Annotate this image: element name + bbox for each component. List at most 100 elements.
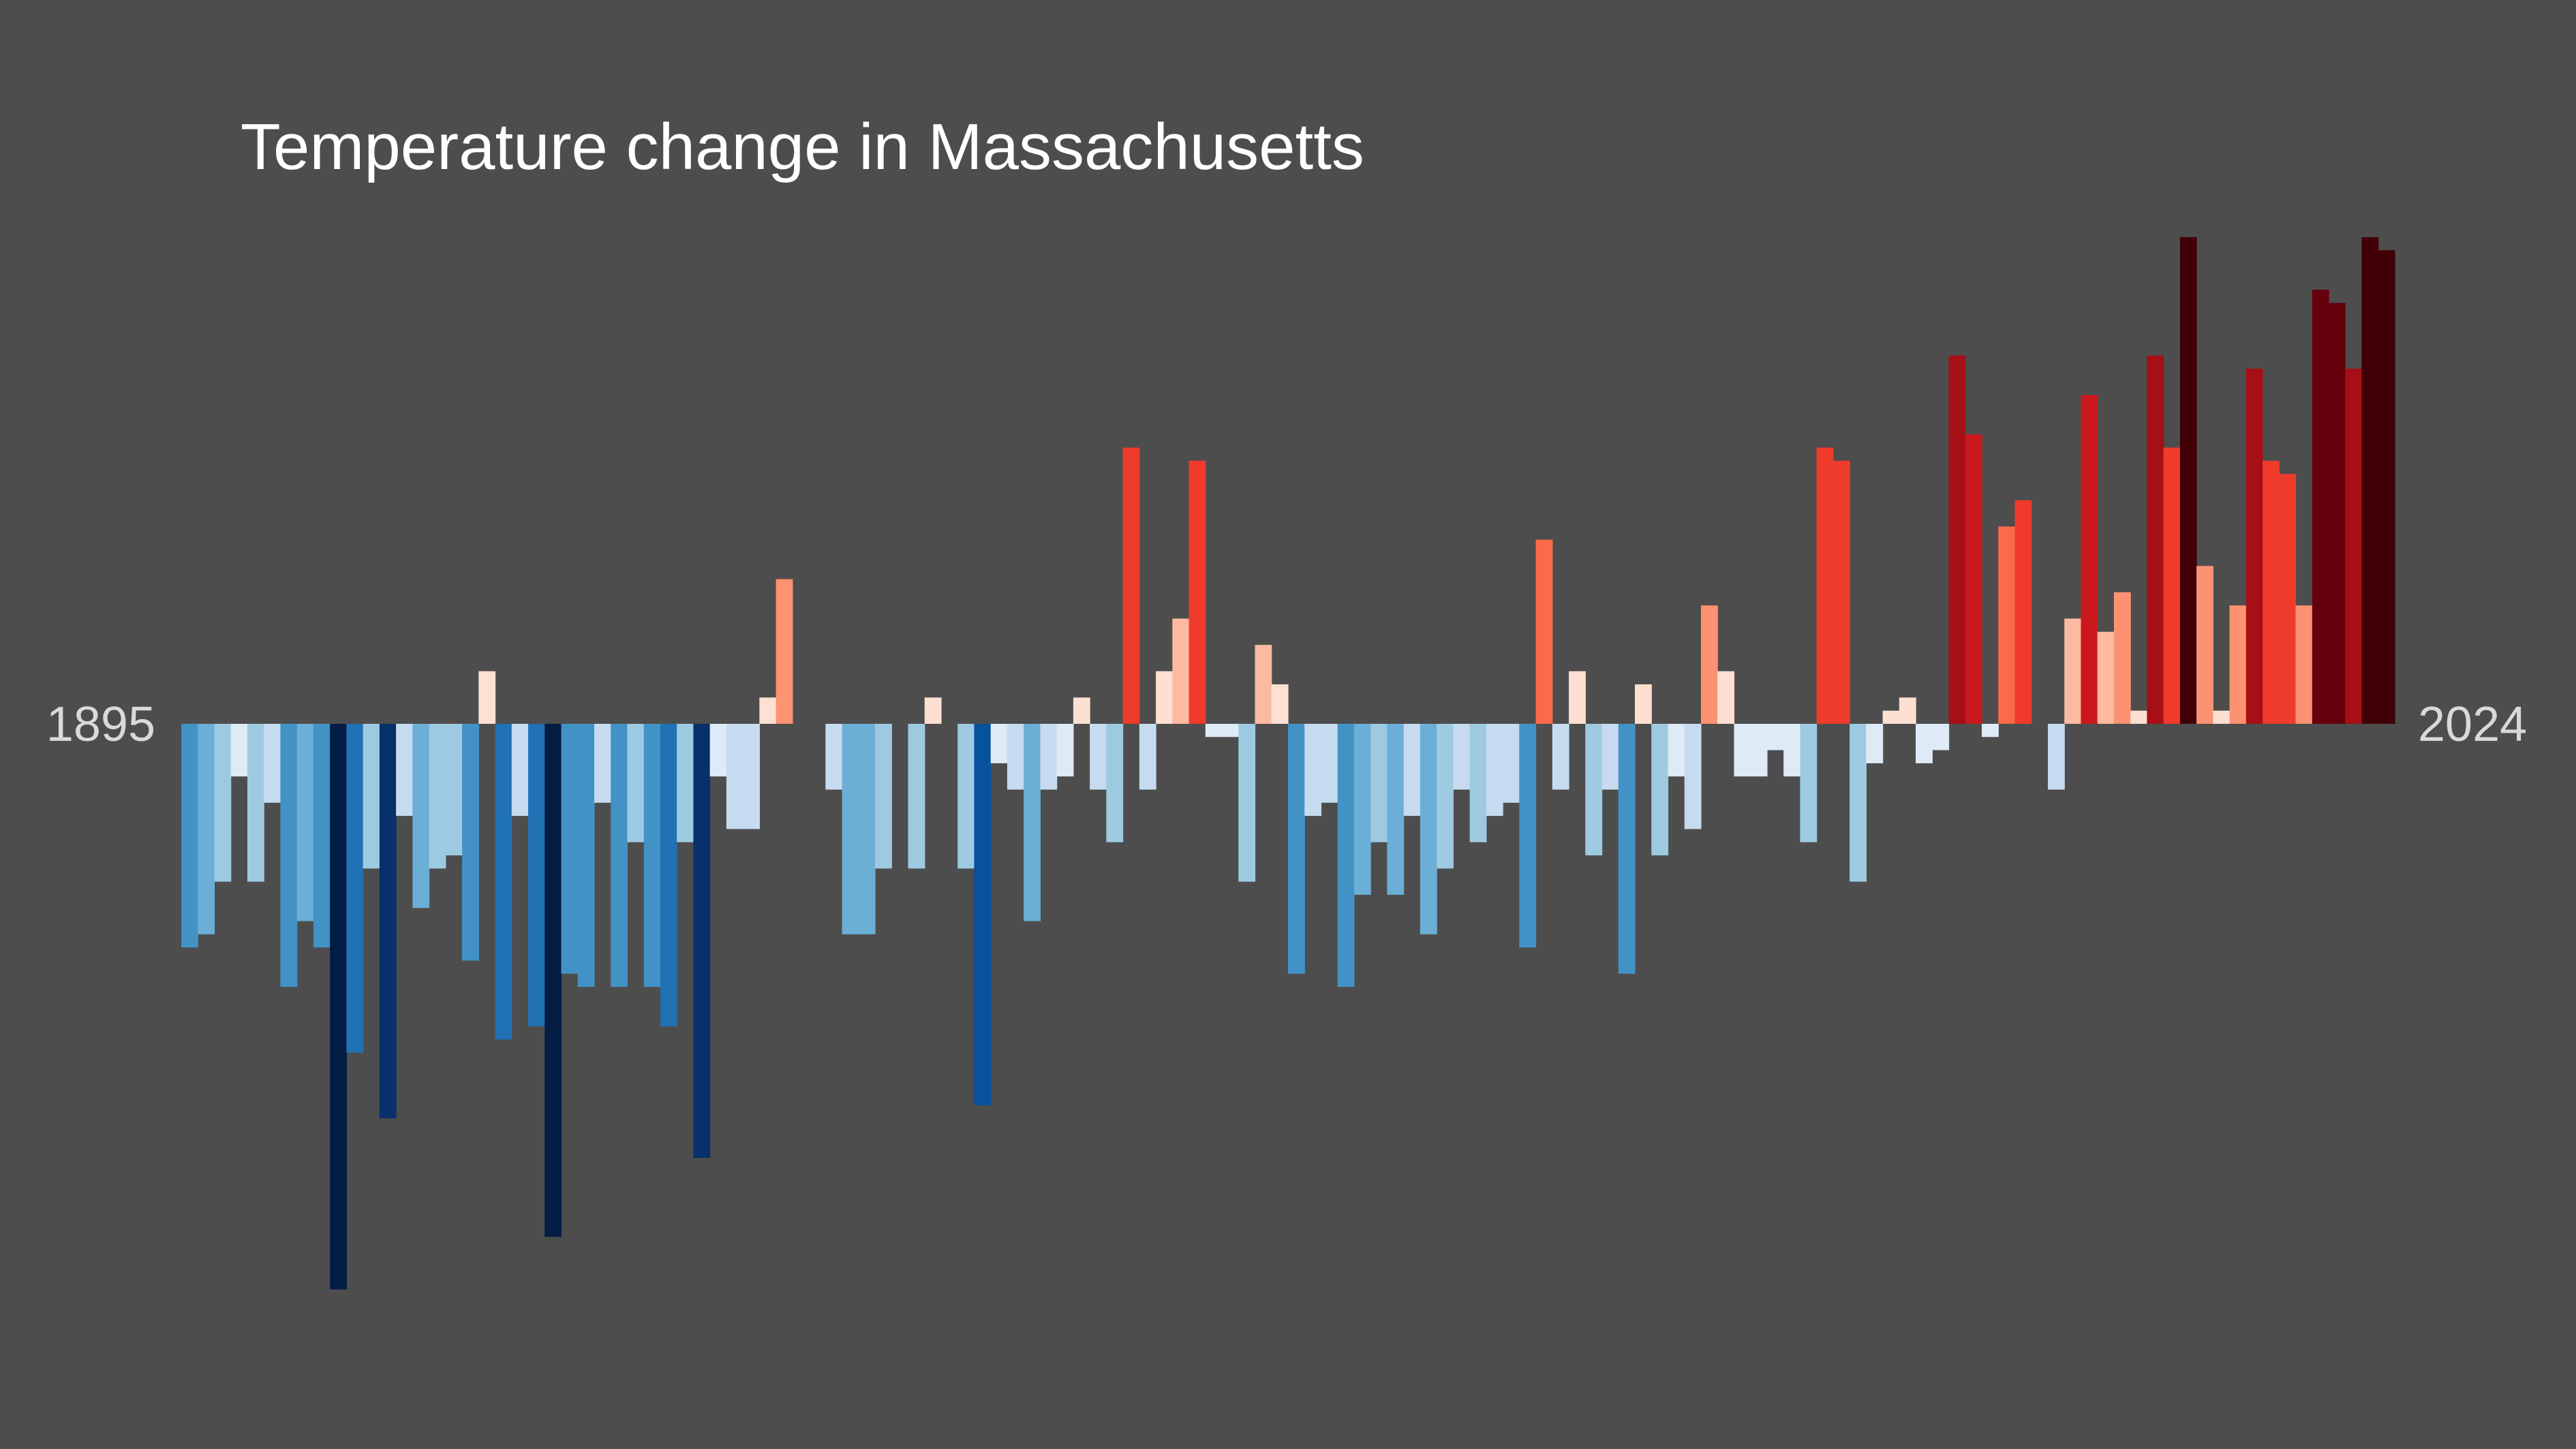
bar-1949 — [1073, 697, 1090, 724]
bar-1986 — [1684, 724, 1702, 829]
bar-1958 — [1222, 724, 1239, 737]
bar-1987 — [1700, 605, 1718, 724]
bar-1902 — [296, 724, 314, 921]
bar-1907 — [379, 724, 397, 1118]
bar-1904 — [330, 724, 347, 1290]
bar-1992 — [1783, 724, 1800, 777]
bar-1974 — [1486, 724, 1503, 817]
bar-1908 — [396, 724, 413, 817]
bar-1982 — [1618, 724, 1636, 974]
bar-1930 — [759, 697, 777, 724]
start-year-label: 1895 — [46, 697, 155, 752]
bar-2008 — [2047, 724, 2065, 790]
bar-1995 — [1833, 461, 1850, 724]
bar-1951 — [1106, 724, 1124, 842]
bar-1910 — [429, 724, 446, 869]
bar-1945 — [1007, 724, 1024, 790]
bar-1981 — [1601, 724, 1619, 790]
bar-2019 — [2229, 605, 2247, 724]
bar-2009 — [2064, 618, 2082, 724]
bar-1900 — [264, 724, 281, 803]
bar-1935 — [842, 724, 859, 934]
bar-1964 — [1321, 724, 1338, 803]
bar-1990 — [1750, 724, 1768, 777]
bar-1924 — [660, 724, 677, 1026]
bar-1993 — [1800, 724, 1818, 842]
bar-1926 — [693, 724, 711, 1158]
bar-2012 — [2113, 592, 2131, 724]
bar-2026 — [2345, 368, 2363, 724]
bar-1977 — [1535, 539, 1553, 724]
bar-2002 — [1948, 355, 1966, 724]
bar-1960 — [1255, 645, 1272, 724]
bar-2022 — [2279, 474, 2297, 724]
bar-1963 — [1304, 724, 1322, 817]
bar-2025 — [2329, 303, 2346, 724]
bar-1983 — [1635, 684, 1652, 724]
bar-2006 — [2014, 500, 2032, 724]
bar-2024 — [2312, 290, 2329, 724]
bar-1929 — [743, 724, 760, 829]
bar-1966 — [1353, 724, 1371, 895]
end-year-label: 2024 — [2418, 697, 2527, 752]
bar-2014 — [2147, 355, 2164, 724]
bar-1939 — [908, 724, 925, 869]
bar-1955 — [1172, 618, 1190, 724]
bar-1984 — [1651, 724, 1669, 855]
bar-1967 — [1370, 724, 1388, 842]
bar-1969 — [1403, 724, 1421, 817]
bar-2015 — [2163, 447, 2181, 724]
bar-1956 — [1189, 461, 1206, 724]
bar-1943 — [974, 724, 992, 1105]
bar-1914 — [495, 724, 512, 1040]
bar-2004 — [1982, 724, 1999, 737]
bar-1961 — [1271, 684, 1289, 724]
bar-1896 — [198, 724, 215, 934]
bar-2028 — [2378, 250, 2395, 724]
bar-1978 — [1552, 724, 1569, 790]
bars-group — [181, 237, 2395, 1290]
bar-2000 — [1916, 724, 1933, 763]
bar-1919 — [577, 724, 595, 987]
bar-1937 — [875, 724, 892, 869]
bar-1928 — [726, 724, 743, 829]
bar-1971 — [1437, 724, 1454, 869]
chart-title: Temperature change in Massachusetts — [241, 110, 1364, 183]
bar-2018 — [2213, 710, 2230, 724]
bar-1946 — [1024, 724, 1041, 921]
bar-1931 — [776, 579, 793, 724]
bar-1952 — [1122, 447, 1140, 724]
bar-1980 — [1585, 724, 1603, 855]
bar-2023 — [2295, 605, 2313, 724]
bar-2005 — [1998, 526, 2016, 724]
bar-2027 — [2361, 237, 2379, 724]
bar-1998 — [1882, 710, 1900, 724]
bar-1923 — [643, 724, 661, 987]
bar-1994 — [1816, 447, 1834, 724]
bar-1897 — [214, 724, 232, 882]
bar-1954 — [1156, 671, 1173, 724]
bar-1959 — [1238, 724, 1256, 882]
bar-1925 — [677, 724, 694, 842]
bar-1917 — [545, 724, 562, 1237]
bar-1957 — [1205, 724, 1223, 737]
bar-1934 — [825, 724, 843, 790]
bar-1918 — [561, 724, 579, 974]
bar-2017 — [2196, 566, 2213, 724]
bar-1899 — [247, 724, 264, 882]
bar-2020 — [2245, 368, 2263, 724]
bar-1948 — [1056, 724, 1074, 777]
bar-1991 — [1766, 724, 1784, 750]
bar-1953 — [1139, 724, 1156, 790]
bar-1985 — [1668, 724, 1685, 777]
bar-1996 — [1850, 724, 1867, 882]
bar-1972 — [1453, 724, 1471, 790]
bar-1976 — [1519, 724, 1537, 948]
bar-1999 — [1899, 697, 1916, 724]
bar-1973 — [1469, 724, 1487, 842]
bar-1962 — [1288, 724, 1305, 974]
bar-1965 — [1337, 724, 1355, 987]
bar-1936 — [858, 724, 876, 934]
bar-2013 — [2130, 710, 2148, 724]
